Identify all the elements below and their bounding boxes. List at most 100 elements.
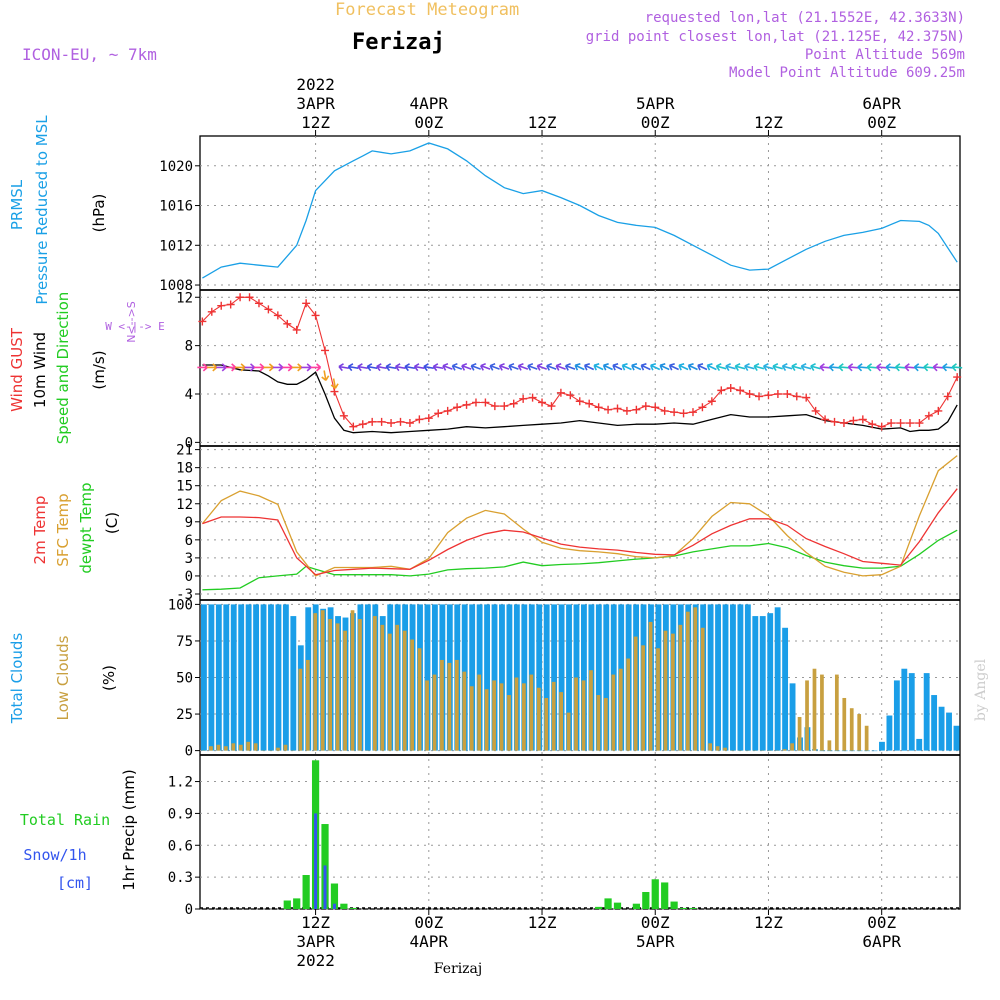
wind-gust-marker <box>519 394 528 403</box>
wind-direction-arrow-shape <box>612 363 623 371</box>
total-cloud-bar <box>201 604 207 751</box>
time-label-bottom: 12Z <box>301 913 330 932</box>
wind-direction-arrow-shape <box>291 363 303 372</box>
low-cloud-bar <box>700 627 705 751</box>
low-cloud-bar <box>477 674 482 751</box>
low-cloud-bar <box>238 744 243 751</box>
wind-gust-marker <box>254 299 263 308</box>
wind-direction-arrow <box>706 363 717 371</box>
wind-gust-marker <box>443 406 452 415</box>
wind-direction-arrow <box>876 363 887 372</box>
wind-gust-marker <box>566 391 575 400</box>
wind-direction-arrow-shape <box>301 363 312 372</box>
wind-direction-arrow-shape <box>272 363 284 372</box>
total-cloud-bar <box>871 750 878 752</box>
wind-gust-marker <box>783 390 792 398</box>
wind-direction-arrow <box>772 363 783 371</box>
wind-direction-arrow <box>470 363 481 371</box>
wind-direction-arrow <box>376 363 387 372</box>
total-cloud-bar <box>782 627 789 751</box>
y-tick-label: 18 <box>176 461 193 477</box>
wind-direction-arrow-shape <box>564 363 576 371</box>
wind-gust-marker <box>604 405 613 414</box>
y-tick-label: 0.6 <box>168 838 193 854</box>
wind-direction-arrow-shape <box>602 363 613 371</box>
wind-direction-arrow-shape <box>668 363 679 371</box>
rain-bar <box>613 902 622 909</box>
low-cloud-bar <box>209 746 213 751</box>
time-label-top: 00Z <box>414 113 443 132</box>
low-cloud-bar <box>864 725 869 751</box>
low-cloud-bar <box>328 619 333 751</box>
y-tick-label: 0.9 <box>168 806 193 822</box>
wind-direction-arrow <box>357 363 368 372</box>
low-cloud-bar <box>790 743 794 751</box>
wind-direction-arrow-shape <box>310 363 322 372</box>
wind-gust-marker <box>736 386 745 395</box>
time-label-bottom: 00Z <box>641 913 670 932</box>
total-cloud-bar <box>916 738 923 751</box>
wind-gust-marker <box>717 386 726 395</box>
rain-bar <box>689 907 697 909</box>
total-cloud-bar <box>506 604 513 751</box>
total-cloud-bar <box>424 604 431 751</box>
wind-gust-marker <box>424 414 433 423</box>
dewpt-label: dewpt Temp <box>77 482 95 573</box>
total-cloud-bar <box>908 673 915 751</box>
total-cloud-bar <box>938 706 945 751</box>
total-cloud-bar <box>864 750 870 752</box>
wind-direction-arrow-shape <box>244 363 256 372</box>
wind-gust-marker <box>707 397 716 406</box>
watermark: by Angel <box>973 658 989 721</box>
wind-direction-arrow-shape <box>461 363 472 371</box>
low-cloud-bar <box>425 680 429 751</box>
total-cloud-bar <box>364 604 371 751</box>
wind-direction-arrow-shape <box>206 363 218 372</box>
wind-direction-arrow-shape <box>753 363 765 371</box>
wind-direction-arrow-shape <box>321 370 330 381</box>
low-cloud-bar <box>663 630 668 751</box>
y-tick-label: 1.2 <box>168 775 193 791</box>
time-label-bottom: 12Z <box>754 913 783 932</box>
wind-direction-arrow-shape <box>357 363 368 372</box>
y-tick-label: 4 <box>185 387 193 403</box>
rain-bar <box>283 900 291 909</box>
wind-gust-marker <box>811 406 820 415</box>
wind-direction-arrow-shape <box>631 363 642 371</box>
low-cloud-bar <box>246 741 251 751</box>
wind-gust-marker <box>915 419 924 428</box>
rain-bar <box>595 906 603 909</box>
wind-direction-arrow <box>847 363 859 372</box>
wind-direction-arrow-shape <box>800 363 812 371</box>
wind-gust-marker <box>670 408 679 417</box>
total-cloud-bar <box>923 673 930 751</box>
wind-gust-marker <box>594 403 603 412</box>
wind-gust-marker <box>802 393 811 402</box>
wind-gust-marker <box>839 419 848 428</box>
wind-direction-arrow-shape <box>847 363 859 372</box>
wind-direction-arrow-shape <box>432 363 444 372</box>
wind-direction-arrow-shape <box>895 363 906 372</box>
wind-direction-arrow-shape <box>555 363 566 371</box>
snow-unit: [cm] <box>57 874 93 892</box>
wind-gust-marker <box>905 419 914 428</box>
wind-gust-marker <box>877 422 886 431</box>
wind-direction-arrow <box>546 363 557 371</box>
total-cloud-bar <box>499 604 505 751</box>
wind-gust-marker <box>349 422 358 431</box>
grid-point-coords: grid point closest lon,lat (21.125E, 42.… <box>586 29 965 45</box>
low-cloud-bar <box>626 658 631 751</box>
total-cloud-bar <box>558 604 565 751</box>
requested-coords: requested lon,lat (21.1552E, 42.3633N) <box>645 10 965 26</box>
wind-gust-marker <box>868 420 877 429</box>
wind-direction-arrow <box>932 363 944 372</box>
wind-direction-arrow-shape <box>583 363 595 371</box>
total-cloud-bar <box>484 604 490 751</box>
wind-direction-label: Speed and Direction <box>54 292 72 445</box>
clouds-unit: (%) <box>100 665 118 691</box>
y-tick-label: 15 <box>176 479 193 495</box>
sfc-temp-line <box>201 455 958 577</box>
low-cloud-bar <box>387 633 392 751</box>
wind-direction-arrow-shape <box>593 363 604 371</box>
time-label-bottom: 00Z <box>867 913 896 932</box>
